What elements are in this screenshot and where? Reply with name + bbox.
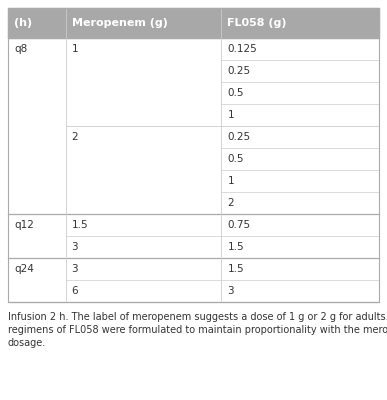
Text: 0.5: 0.5	[227, 88, 244, 98]
Text: 2: 2	[72, 132, 78, 142]
Text: Meropenem (g): Meropenem (g)	[72, 18, 168, 28]
Text: q24: q24	[14, 264, 34, 274]
Text: 1: 1	[227, 110, 234, 120]
Text: 3: 3	[72, 242, 78, 252]
Text: dosage.: dosage.	[8, 338, 46, 348]
Text: 6: 6	[72, 286, 78, 296]
Text: 3: 3	[227, 286, 234, 296]
Text: 2: 2	[227, 198, 234, 208]
Text: regimens of FL058 were formulated to maintain proportionality with the meropenem: regimens of FL058 were formulated to mai…	[8, 325, 387, 335]
Bar	[8, 8, 379, 38]
Text: 0.75: 0.75	[227, 220, 250, 230]
Text: q12: q12	[14, 220, 34, 230]
Text: 3: 3	[72, 264, 78, 274]
Text: 1.5: 1.5	[227, 264, 244, 274]
Text: FL058 (g): FL058 (g)	[227, 18, 287, 28]
Text: 1: 1	[72, 44, 78, 54]
Bar	[8, 8, 379, 302]
Text: 0.25: 0.25	[227, 132, 250, 142]
Text: 0.5: 0.5	[227, 154, 244, 164]
Text: (h): (h)	[14, 18, 32, 28]
Text: 1.5: 1.5	[227, 242, 244, 252]
Text: 1: 1	[227, 176, 234, 186]
Bar	[8, 38, 379, 302]
Text: 0.125: 0.125	[227, 44, 257, 54]
Text: 1.5: 1.5	[72, 220, 88, 230]
Text: q8: q8	[14, 44, 27, 54]
Text: Infusion 2 h. The label of meropenem suggests a dose of 1 g or 2 g for adults. T: Infusion 2 h. The label of meropenem sug…	[8, 312, 387, 322]
Text: 0.25: 0.25	[227, 66, 250, 76]
